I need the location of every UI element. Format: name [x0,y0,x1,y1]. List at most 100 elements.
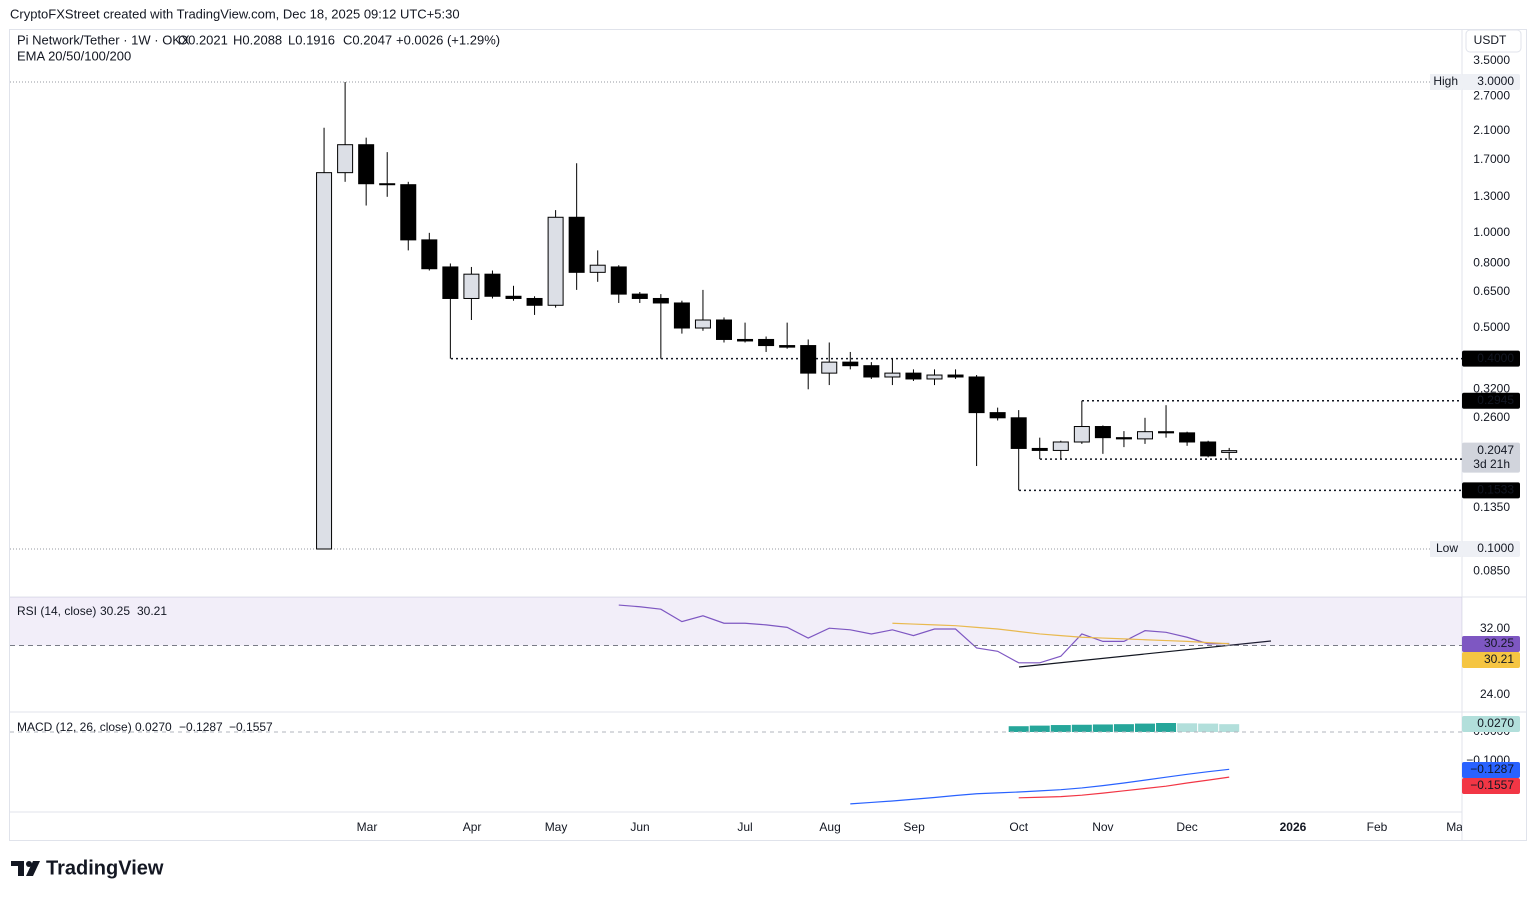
candle-body [1094,426,1111,439]
x-tick-label: Oct [1009,820,1028,834]
last-value-tag: −0.1287 [1470,762,1514,776]
histogram-bar [1092,724,1113,732]
symbol-title: Pi Network/Tether · 1W · OKX [17,32,190,47]
x-tick-label: Mar [357,820,378,834]
candle-body [1179,432,1196,443]
histogram-bar [1134,723,1155,732]
x-tick-label: Sep [903,820,925,834]
candle-body [1200,441,1217,457]
candle-body [547,216,564,306]
brand-name: TradingView [46,857,164,879]
histogram-bar [1219,724,1240,732]
candle-body [442,266,459,299]
candle-body [863,365,880,378]
indicator-line [850,768,1230,805]
x-tick-label: Aug [819,820,840,834]
last-value-tag: 30.21 [1484,652,1514,666]
y-tick-label: 1.7000 [1473,152,1510,166]
level-name-bg [1430,73,1462,90]
last-value-tag-bg [1462,652,1520,668]
chart-frame [9,29,1527,841]
level-label-bg [1462,541,1520,558]
ohlc-label: O0.2021 [178,32,228,47]
y-tick-label: 0.1350 [1473,500,1510,514]
level-label-bg [1462,73,1520,90]
candle-body [400,184,417,241]
x-tick-label: Apr [463,820,482,834]
level-label-bg [1462,350,1520,367]
ohlc-label: C0.2047 [343,32,392,47]
y-tick-label: 32.00 [1480,621,1510,635]
pane-title: RSI (14, close) [17,604,96,618]
logo-shape [26,861,40,876]
y-tick-label: 24.00 [1480,687,1510,701]
ohlc-label: L0.1916 [288,32,335,47]
y-tick-label: 2.1000 [1473,123,1510,137]
candle-body [379,183,396,186]
candle-body [526,297,543,306]
last-value-tag-bg [1462,778,1520,794]
y-tick-label: 0.2600 [1473,410,1510,424]
candle-body [1031,447,1048,451]
candle-body [1136,431,1153,440]
candle-body [1115,437,1132,440]
candle-body [884,372,901,378]
x-tick-label: Feb [1367,820,1388,834]
candle-body [652,297,669,304]
candle-body [568,216,585,273]
y-tick-label: 2.7000 [1473,89,1510,103]
level-label: 3.0000 [1477,74,1514,88]
histogram-bar [1008,726,1029,732]
candle-body [694,319,711,329]
candle-body [358,144,375,185]
x-tick-label: May [545,820,568,834]
candle-body [842,361,859,367]
level-label-bg [1462,392,1520,409]
histogram-bar [1050,725,1071,732]
x-tick-label: Mar [1446,820,1467,834]
candle-body [758,338,775,347]
x-tick-label: Jul [737,820,752,834]
histogram-bar [1177,723,1198,732]
candle-body [905,372,922,380]
y-tick-label: 0.0850 [1473,563,1510,577]
level-name-bg [1430,541,1462,558]
candle-body [1010,417,1027,449]
ohlc-label: H0.2088 [233,32,282,47]
legend-value: 30.21 [137,604,167,618]
rsi-clip [10,597,1462,646]
level-label: 0.1000 [1477,541,1514,555]
y-tick-label: 0.6500 [1473,284,1510,298]
candle-body [926,374,943,380]
change-label: +0.0026 (+1.29%) [396,32,500,47]
level-name: High [1433,74,1458,88]
candle-body [989,412,1006,419]
candle-body [1052,441,1069,451]
candle-body [463,273,480,299]
candle-body [505,295,522,299]
histogram-bar [1113,724,1134,732]
level-label: 0.4000 [1477,351,1514,365]
candle-body [673,302,690,329]
level-label: 0.1533 [1477,483,1514,497]
y-tick-label: 0.8000 [1473,256,1510,270]
candle-body [716,319,733,340]
candle-body [316,172,333,550]
x-tick-label: 2026 [1280,820,1307,834]
histogram-bar [1071,724,1092,732]
histogram-bar [1156,723,1177,732]
legend-value: −0.1557 [229,720,273,734]
last-value-tag-bg [1462,716,1520,732]
x-tick-label: Jun [630,820,649,834]
legend-value: 0.0270 [135,720,172,734]
currency-button[interactable] [1465,29,1522,53]
candle-body [737,338,754,342]
currency-label[interactable]: USDT [1474,33,1507,47]
candle-body [610,266,627,295]
candle-body [589,264,606,273]
candle-body [1221,450,1238,453]
last-value-tag: 30.25 [1484,636,1514,650]
candle-body [821,361,838,374]
y-tick-label: 1.3000 [1473,189,1510,203]
